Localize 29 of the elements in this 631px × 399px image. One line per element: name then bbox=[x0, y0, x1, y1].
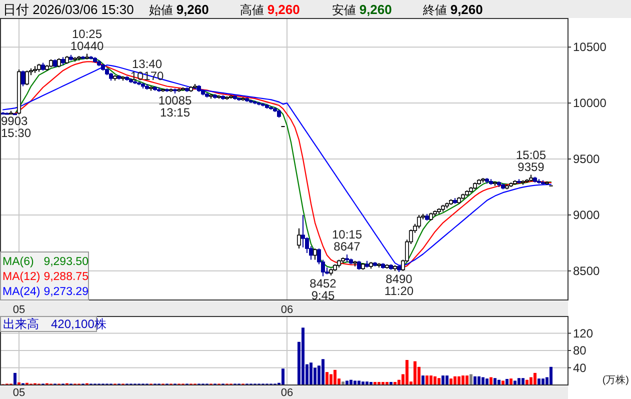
text: 始値 9,260 bbox=[149, 2, 209, 17]
annotation: 10:25 10440 bbox=[70, 26, 104, 53]
text: 安値 9,260 bbox=[332, 2, 392, 17]
y-tick-label: 10000 bbox=[573, 96, 607, 110]
y-tick-label: 10500 bbox=[573, 40, 607, 54]
x-tick-label: 05 bbox=[12, 387, 26, 399]
y-tick-label: 8500 bbox=[573, 264, 600, 278]
text: MA(12) 9,288.75 bbox=[2, 271, 88, 283]
y-tick-label: 40 bbox=[573, 360, 587, 375]
y-tick-label: 9000 bbox=[573, 208, 600, 222]
annotation: 10085 13:15 bbox=[158, 94, 192, 120]
x-tick-label: 06 bbox=[280, 387, 294, 399]
annotation: 8490 11:20 bbox=[384, 272, 414, 298]
chart-title: 出来高 420,100株 bbox=[3, 317, 106, 331]
y-tick-label: 9500 bbox=[573, 152, 600, 166]
annotation: 15:05 9359 bbox=[516, 148, 546, 174]
x-tick-label: 06 bbox=[280, 304, 294, 316]
y-tick-label: 120 bbox=[573, 326, 594, 340]
annotation: 10:15 8647 bbox=[332, 227, 362, 254]
annotation: 8452 9:45 bbox=[310, 276, 337, 302]
text: 終値 9,260 bbox=[422, 2, 483, 17]
y-tick-label: 80 bbox=[573, 344, 587, 358]
text: 高値 9,260 bbox=[240, 2, 300, 17]
x-tick-label: 05 bbox=[12, 304, 26, 316]
text: MA(6) 9,293.50 bbox=[2, 256, 88, 268]
annotation: 9903 15:30 bbox=[1, 114, 32, 140]
chart-title: 日付 2026/03/06 15:30 bbox=[3, 2, 134, 17]
y-axis-title: (万株) bbox=[602, 374, 629, 386]
text: MA(24) 9,273.29 bbox=[2, 286, 88, 298]
